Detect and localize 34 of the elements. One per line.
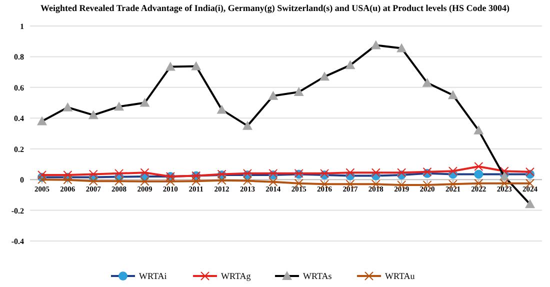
legend-label: WRTAs — [303, 271, 332, 281]
y-tick-label: 0.6 — [14, 83, 24, 92]
legend-label: WRTAg — [221, 271, 252, 281]
point — [268, 177, 278, 186]
point — [346, 168, 355, 178]
point — [526, 167, 534, 176]
point — [242, 176, 252, 186]
point — [217, 176, 226, 185]
legend-label: WRTAi — [139, 271, 168, 281]
point — [63, 170, 72, 180]
point — [114, 176, 124, 186]
y-tick-label: 0.8 — [14, 52, 24, 62]
point — [63, 175, 72, 184]
legend-label: WRTAu — [385, 271, 416, 281]
chart-title: Weighted Revealed Trade Advantage of India(i), Germany(g) Switzerland(s) and USA(u) at Product levels (HS Code 3004) — [40, 3, 510, 13]
y-tick-label: 1 — [20, 22, 24, 31]
point — [474, 162, 484, 172]
y-tick-label: 0 — [20, 176, 24, 185]
point — [140, 176, 150, 186]
point — [38, 175, 46, 184]
point — [88, 176, 98, 186]
point — [114, 168, 124, 178]
point — [166, 176, 175, 186]
point — [500, 166, 509, 176]
point — [448, 166, 458, 176]
y-tick-label: -0.2 — [11, 206, 24, 216]
point — [38, 170, 46, 180]
point — [88, 170, 98, 179]
point — [192, 176, 201, 186]
point — [371, 168, 380, 178]
y-tick-label: 0.2 — [14, 144, 24, 154]
y-tick-label: 0.4 — [14, 114, 24, 124]
y-tick-label: -0.4 — [11, 237, 24, 246]
point — [140, 168, 150, 178]
